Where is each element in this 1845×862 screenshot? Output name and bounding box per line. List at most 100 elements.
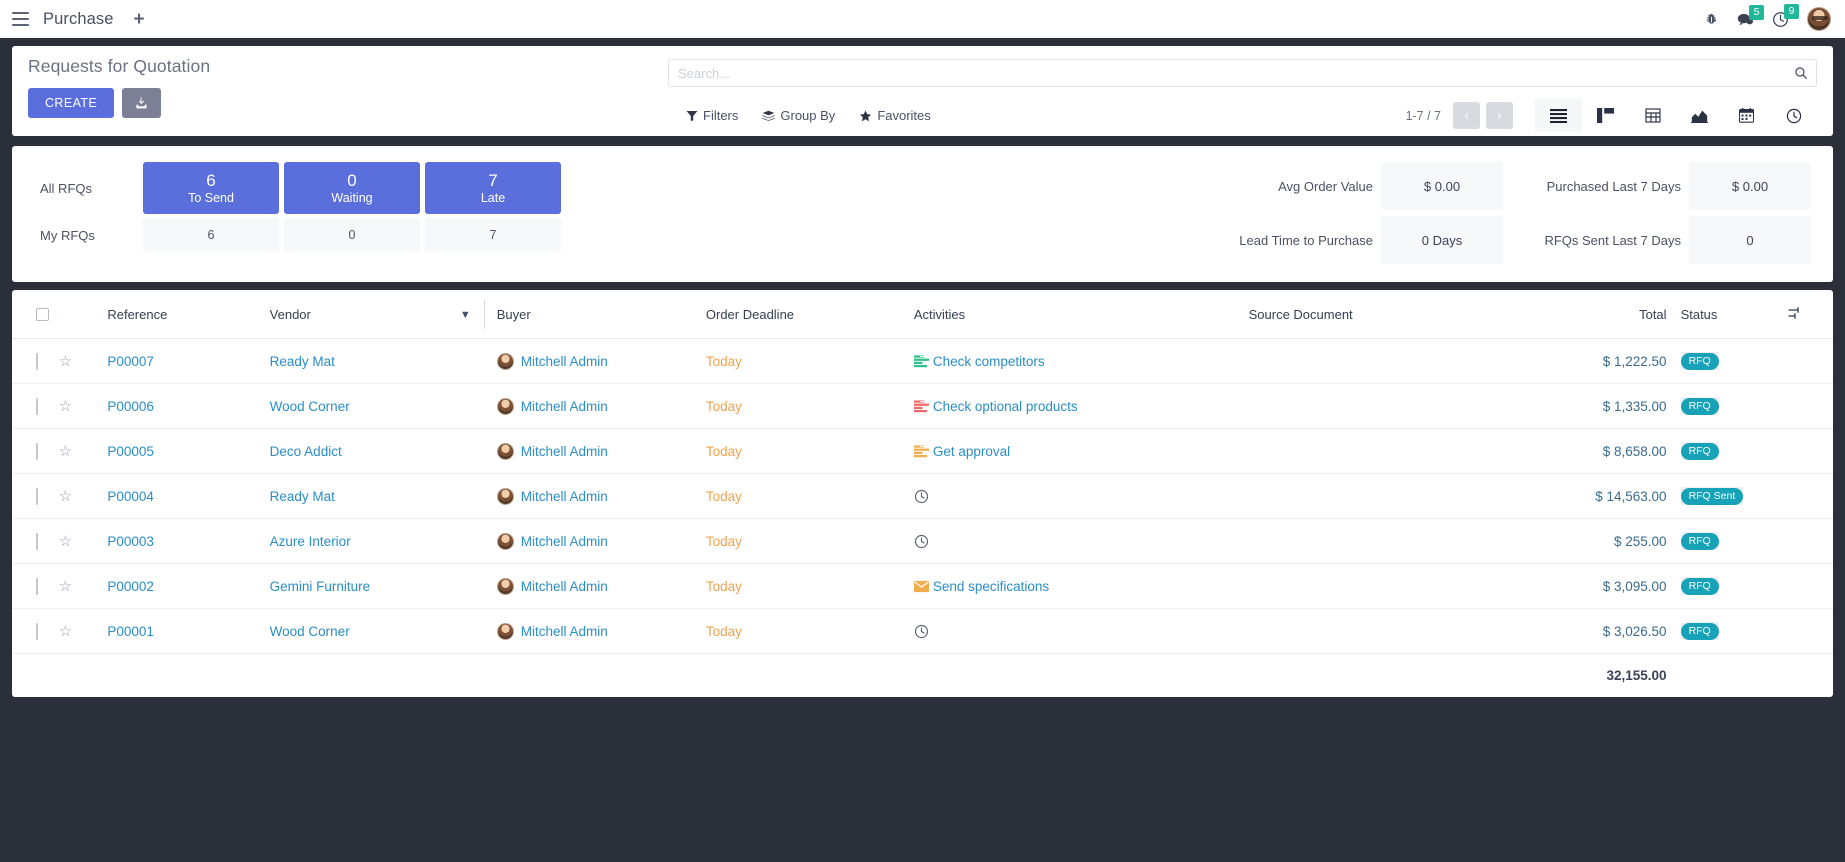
favorite-star-icon[interactable]: ☆	[58, 487, 73, 505]
activity-view-button[interactable]	[1770, 99, 1817, 132]
pager-next-button[interactable]: ›	[1486, 102, 1513, 129]
row-checkbox[interactable]	[36, 577, 38, 595]
cell-vendor: Wood Corner	[269, 608, 485, 654]
select-all-checkbox[interactable]	[36, 308, 49, 321]
tile-waiting[interactable]: 0 Waiting	[284, 162, 420, 214]
reference-link[interactable]: P00003	[107, 533, 154, 549]
favorite-star-icon[interactable]: ☆	[58, 397, 73, 415]
table-row[interactable]: ☆ P00002 Gemini Furniture Mitchell Admin…	[12, 563, 1833, 609]
kanban-view-button[interactable]	[1582, 99, 1629, 132]
activity-label[interactable]: Check competitors	[932, 353, 1045, 369]
column-options[interactable]	[1788, 290, 1833, 339]
new-record-plus-icon[interactable]: +	[133, 8, 145, 30]
column-order-deadline[interactable]: Order Deadline	[705, 290, 914, 339]
activity-label[interactable]: Get approval	[932, 443, 1011, 459]
rfqs-sent-last-7-days-label: RFQs Sent Last 7 Days	[1544, 232, 1681, 248]
buyer-name[interactable]: Mitchell Admin	[520, 398, 608, 414]
table-row[interactable]: ☆ P00007 Ready Mat Mitchell Admin Today …	[12, 338, 1833, 384]
list-view-button[interactable]	[1535, 99, 1582, 132]
my-rfqs-waiting[interactable]: 0	[284, 218, 420, 252]
vendor-link[interactable]: Gemini Furniture	[269, 578, 371, 594]
graph-view-button[interactable]	[1676, 99, 1723, 132]
groupby-dropdown[interactable]: Group By	[762, 108, 835, 123]
favorite-star-icon[interactable]: ☆	[58, 532, 73, 550]
buyer-name[interactable]: Mitchell Admin	[520, 578, 608, 594]
table-row[interactable]: ☆ P00006 Wood Corner Mitchell Admin Toda…	[12, 383, 1833, 429]
row-checkbox[interactable]	[36, 487, 38, 505]
activity-clock-icon[interactable]	[914, 624, 1249, 639]
filters-dropdown[interactable]: Filters	[686, 108, 738, 123]
reference-link[interactable]: P00001	[107, 623, 154, 639]
activity-item[interactable]: Send specifications	[913, 578, 1249, 594]
vendor-link[interactable]: Wood Corner	[269, 398, 350, 414]
column-total[interactable]: Total	[1532, 290, 1667, 339]
activity-clock-icon[interactable]	[914, 534, 1249, 549]
reference-link[interactable]: P00007	[107, 353, 154, 369]
table-row[interactable]: ☆ P00001 Wood Corner Mitchell Admin Toda…	[12, 608, 1833, 654]
my-rfqs-late[interactable]: 7	[425, 218, 561, 252]
vendor-link[interactable]: Ready Mat	[269, 353, 335, 369]
column-reference[interactable]: Reference	[107, 290, 270, 339]
activity-label[interactable]: Send specifications	[932, 578, 1050, 594]
column-activities[interactable]: Activities	[913, 290, 1249, 339]
my-rfqs-to-send[interactable]: 6	[143, 218, 279, 252]
table-row[interactable]: ☆ P00005 Deco Addict Mitchell Admin Toda…	[12, 428, 1833, 474]
bug-icon[interactable]	[1704, 12, 1719, 27]
reference-link[interactable]: P00005	[107, 443, 154, 459]
activity-clock-icon[interactable]	[914, 489, 1249, 504]
pivot-view-button[interactable]	[1629, 99, 1676, 132]
pager-range[interactable]: 1-7 / 7	[1405, 108, 1441, 123]
tile-late[interactable]: 7 Late	[425, 162, 561, 214]
buyer-name[interactable]: Mitchell Admin	[520, 488, 608, 504]
row-checkbox[interactable]	[36, 532, 38, 550]
tile-to-send[interactable]: 6 To Send	[143, 162, 279, 214]
buyer-name[interactable]: Mitchell Admin	[520, 623, 608, 639]
create-button[interactable]: CREATE	[28, 88, 115, 118]
column-status[interactable]: Status	[1666, 290, 1789, 339]
reference-link[interactable]: P00006	[107, 398, 154, 414]
reference-link[interactable]: P00004	[107, 488, 154, 504]
star-icon	[860, 110, 872, 121]
column-buyer[interactable]: Buyer	[484, 290, 706, 339]
row-checkbox[interactable]	[36, 442, 38, 460]
column-vendor[interactable]: Vendor ▼	[269, 290, 485, 339]
activity-item[interactable]: Check competitors	[913, 353, 1249, 369]
row-checkbox[interactable]	[36, 397, 38, 415]
table-row[interactable]: ☆ P00003 Azure Interior Mitchell Admin T…	[12, 518, 1833, 564]
activity-label[interactable]: Check optional products	[932, 398, 1078, 414]
favorite-star-icon[interactable]: ☆	[58, 577, 73, 595]
vendor-link[interactable]: Ready Mat	[269, 488, 335, 504]
favorites-dropdown[interactable]: Favorites	[859, 108, 931, 123]
cell-activities	[913, 518, 1249, 564]
search-icon[interactable]	[1794, 66, 1808, 80]
favorite-star-icon[interactable]: ☆	[58, 352, 73, 370]
search-input[interactable]	[678, 65, 1794, 81]
column-resize-handle[interactable]	[483, 299, 485, 329]
search-bar[interactable]	[668, 59, 1817, 87]
calendar-view-button[interactable]	[1723, 99, 1770, 132]
vendor-link[interactable]: Deco Addict	[269, 443, 342, 459]
row-checkbox[interactable]	[36, 352, 38, 370]
reference-link[interactable]: P00002	[107, 578, 154, 594]
upload-button[interactable]	[122, 88, 162, 118]
buyer-name[interactable]: Mitchell Admin	[520, 443, 608, 459]
activity-item[interactable]: Check optional products	[913, 398, 1249, 414]
column-source-document[interactable]: Source Document	[1248, 290, 1533, 339]
chevron-down-icon[interactable]: ▼	[459, 308, 471, 321]
favorite-star-icon[interactable]: ☆	[58, 622, 73, 640]
messages-icon[interactable]: 5	[1737, 4, 1764, 27]
vendor-link[interactable]: Wood Corner	[269, 623, 350, 639]
table-row[interactable]: ☆ P00004 Ready Mat Mitchell Admin Today …	[12, 473, 1833, 519]
row-checkbox[interactable]	[36, 622, 38, 640]
vendor-link[interactable]: Azure Interior	[269, 533, 351, 549]
activities-clock-icon[interactable]: 9	[1772, 3, 1799, 28]
buyer-name[interactable]: Mitchell Admin	[520, 533, 608, 549]
app-name[interactable]: Purchase	[43, 9, 114, 28]
user-avatar[interactable]	[1807, 7, 1831, 31]
list-icon	[1550, 108, 1567, 123]
hamburger-icon[interactable]	[12, 12, 29, 26]
activity-item[interactable]: Get approval	[913, 443, 1249, 459]
buyer-name[interactable]: Mitchell Admin	[520, 353, 608, 369]
pager-previous-button[interactable]: ‹	[1453, 102, 1480, 129]
favorite-star-icon[interactable]: ☆	[58, 442, 73, 460]
